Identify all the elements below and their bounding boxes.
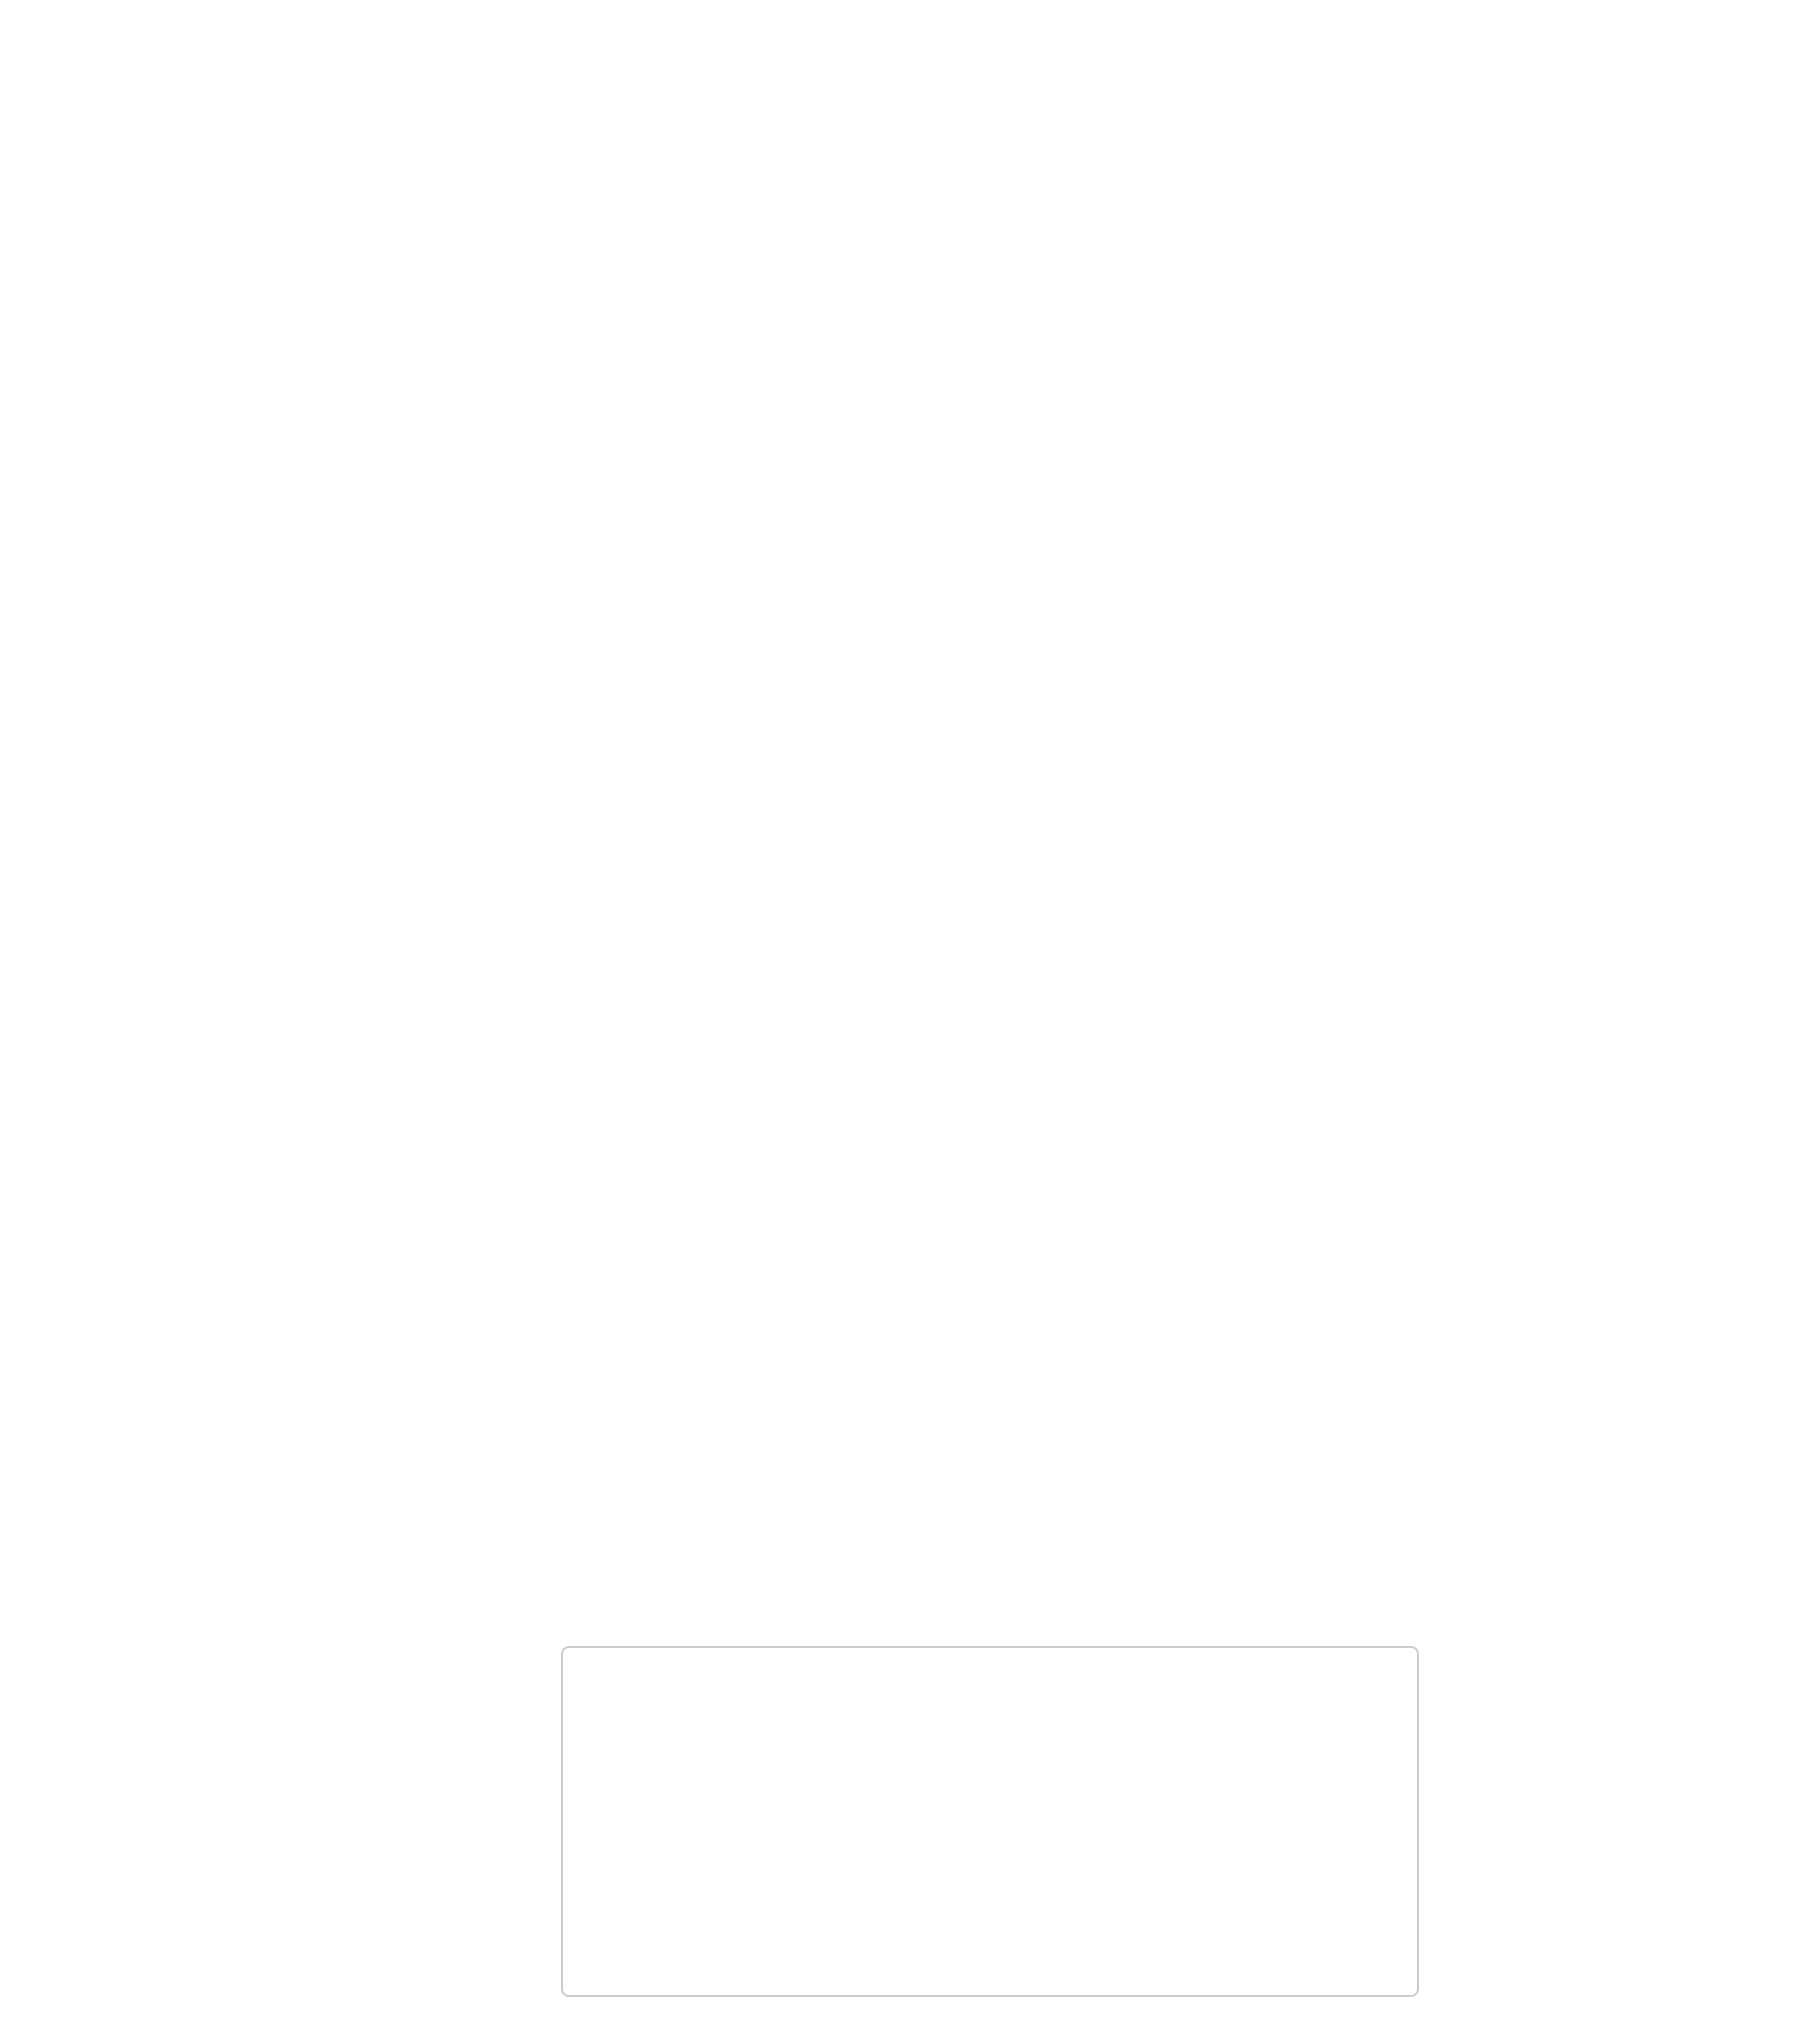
cmip6-line-sample xyxy=(585,1688,680,1700)
legend xyxy=(561,1646,1419,1997)
legend-item-cmip6 xyxy=(563,1659,1417,1729)
line-chart xyxy=(0,0,1820,1414)
legend-item-merra2 xyxy=(563,1798,1417,1868)
merra2-line-sample xyxy=(585,1827,680,1839)
isccp-fh-line-sample xyxy=(585,1967,680,1979)
legend-item-icon-xpp xyxy=(563,1729,1417,1798)
legend-item-ceres-ebaf xyxy=(563,1868,1417,1938)
legend-item-isccp-fh xyxy=(563,1938,1417,2008)
ceres-ebaf-line-sample xyxy=(585,1897,680,1909)
icon-xpp-line-sample xyxy=(585,1758,680,1769)
